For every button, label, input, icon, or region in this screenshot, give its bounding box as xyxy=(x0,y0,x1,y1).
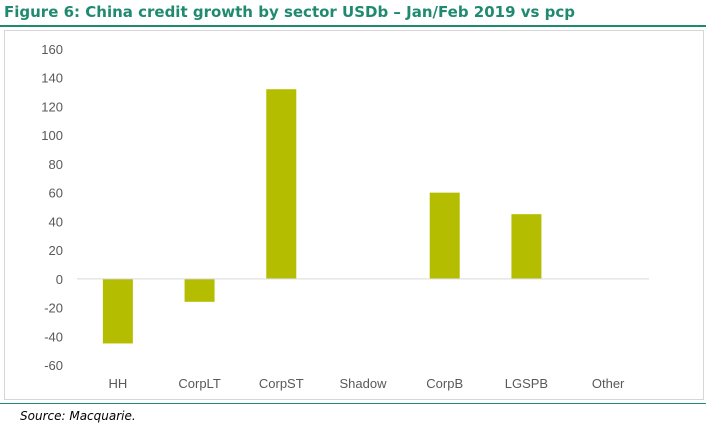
x-tick-label: CorpB xyxy=(426,376,463,391)
bar-corpb xyxy=(429,192,460,279)
source-note: Source: Macquarie. xyxy=(20,409,136,423)
y-tick-label: 80 xyxy=(49,157,63,172)
y-axis-ticks: 160 140 120 100 80 60 40 20 0 -20 -40 -60 xyxy=(41,42,63,373)
figure-title: Figure 6: China credit growth by sector … xyxy=(4,3,576,21)
title-divider xyxy=(0,25,706,27)
y-tick-label: 160 xyxy=(41,42,63,57)
x-tick-label: Shadow xyxy=(340,376,388,391)
x-tick-label: LGSPB xyxy=(505,376,548,391)
y-tick-label: 60 xyxy=(49,186,63,201)
y-tick-label: 40 xyxy=(49,214,63,229)
x-tick-label: CorpST xyxy=(259,376,304,391)
bars xyxy=(102,89,542,344)
bar-lgspb xyxy=(511,214,542,279)
x-tick-label: HH xyxy=(108,376,127,391)
x-axis-ticks: HH CorpLT CorpST Shadow CorpB LGSPB Other xyxy=(108,376,625,391)
y-tick-label: -40 xyxy=(44,329,63,344)
y-tick-label: 0 xyxy=(56,272,63,287)
y-tick-label: -20 xyxy=(44,301,63,316)
bar-chart: 160 140 120 100 80 60 40 20 0 -20 -40 -60 HH CorpLT C… xyxy=(41,42,649,391)
bar-corpst xyxy=(266,89,297,279)
y-tick-label: 140 xyxy=(41,71,63,86)
y-tick-label: -60 xyxy=(44,358,63,373)
bar-corplt xyxy=(184,278,215,302)
x-tick-label: Other xyxy=(592,376,625,391)
y-tick-label: 100 xyxy=(41,128,63,143)
source-divider xyxy=(0,403,706,404)
y-tick-label: 120 xyxy=(41,99,63,114)
y-tick-label: 20 xyxy=(49,243,63,258)
bar-hh xyxy=(102,278,133,344)
x-tick-label: CorpLT xyxy=(178,376,220,391)
chart-area: 160 140 120 100 80 60 40 20 0 -20 -40 -60 HH CorpLT C… xyxy=(4,30,704,400)
